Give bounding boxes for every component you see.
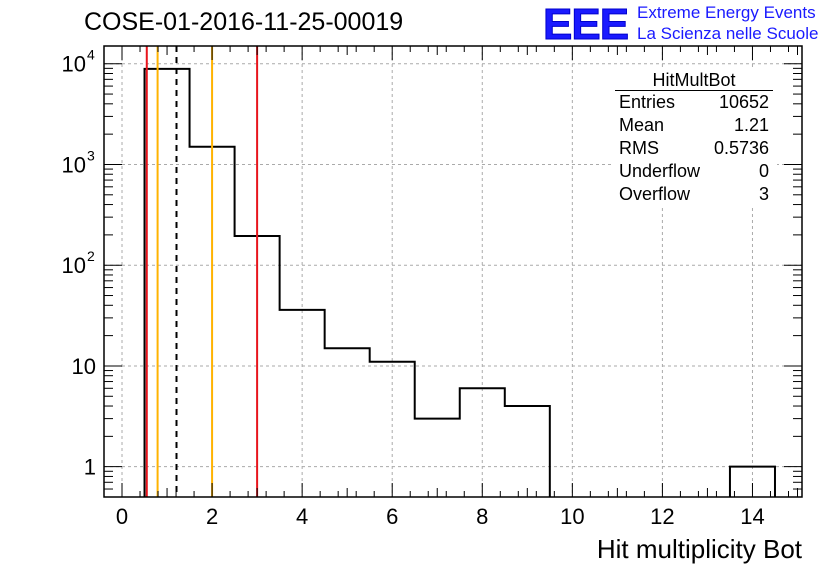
stats-label: Mean (619, 115, 665, 135)
stats-label: RMS (619, 138, 659, 158)
y-tick-label: 10 (72, 354, 96, 379)
chart-title: COSE-01-2016-11-25-00019 (84, 8, 404, 36)
histogram-bin (505, 406, 550, 497)
stats-value: 3 (758, 184, 769, 204)
stats-row-overflow: Overflow 3 (611, 183, 777, 206)
stats-value: 1.21 (733, 115, 769, 135)
plot-frame (103, 45, 803, 498)
stats-row-underflow: Underflow 0 (611, 160, 777, 183)
histogram-bin (145, 69, 190, 497)
y-tick-exponent: 3 (87, 147, 95, 163)
y-tick-label: 10 (62, 52, 86, 77)
stats-box: HitMultBot Entries 10652 Mean 1.21 RMS 0.57… (611, 70, 777, 206)
org-name-line1: Extreme Energy Events (637, 3, 816, 22)
y-tick-label: 1 (84, 455, 96, 480)
x-axis-label: Hit multiplicity Bot (597, 534, 803, 564)
y-tick-exponent: 2 (87, 248, 95, 264)
histogram-bin (415, 419, 460, 497)
y-tick-label: 10 (62, 152, 86, 177)
stats-label: Underflow (619, 161, 701, 181)
x-tick-label: 2 (206, 504, 218, 529)
eee-logo: EEE (542, 0, 629, 50)
x-tick-label: 6 (386, 504, 398, 529)
org-name-line2: La Scienza nelle Scuole (637, 24, 819, 43)
x-tick-label: 12 (650, 504, 674, 529)
stats-label: Overflow (619, 184, 691, 204)
stats-row-mean: Mean 1.21 (611, 114, 777, 137)
histogram-bin (325, 348, 370, 497)
stats-label: Entries (619, 92, 676, 112)
x-tick-label: 10 (560, 504, 584, 529)
x-tick-label: 4 (296, 504, 308, 529)
stats-row-entries: Entries 10652 (611, 91, 777, 114)
stats-value: 10652 (718, 92, 769, 112)
stats-row-rms: RMS 0.5736 (611, 137, 777, 160)
x-tick-label: 14 (740, 504, 764, 529)
stats-value: 0 (758, 161, 769, 181)
stats-title: HitMultBot (615, 70, 773, 91)
x-tick-label: 0 (116, 504, 128, 529)
y-tick-exponent: 4 (87, 47, 95, 63)
stats-value: 0.5736 (713, 138, 769, 158)
x-tick-label: 8 (476, 504, 488, 529)
y-tick-label: 10 (62, 253, 86, 278)
histogram-outline (143, 67, 776, 497)
